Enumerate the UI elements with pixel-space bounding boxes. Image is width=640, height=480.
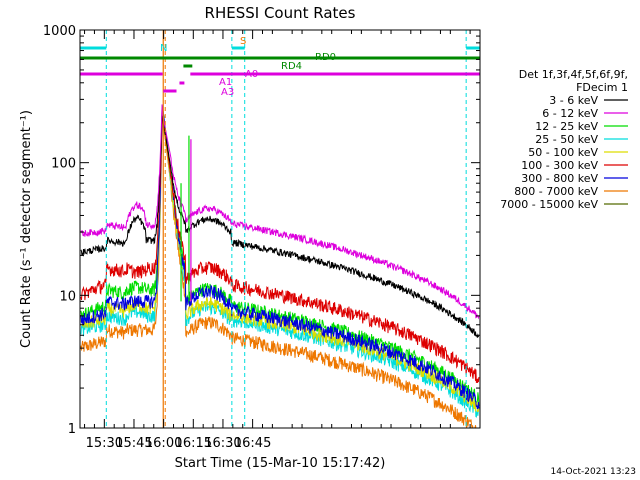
- legend-header-line-2: FDecim 1: [576, 81, 628, 94]
- annotation-a1: A1: [219, 77, 232, 88]
- series-line-100-300kev: [80, 110, 480, 384]
- series-line-6-12kev: [80, 104, 480, 320]
- annotation-rd0: RD0: [315, 52, 336, 63]
- legend-label-8: 7000 - 15000 keV: [500, 198, 598, 211]
- timestamp: 14-Oct-2021 13:23: [551, 467, 636, 477]
- series-layer: [80, 104, 480, 429]
- plot-frame: [79, 29, 481, 429]
- legend-label-7: 800 - 7000 keV: [514, 185, 598, 198]
- annotation-rd4: RD4: [281, 61, 302, 72]
- x-tick-label-4: 16:30: [204, 436, 241, 451]
- series-line-50-100kev: [80, 111, 480, 413]
- annotation-a0: A0: [245, 69, 258, 80]
- series-line-25-50kev: [80, 105, 480, 418]
- x-tick-label-3: 16:15: [175, 436, 212, 451]
- annotation-a3: A3: [221, 87, 234, 98]
- legend-label-3: 25 - 50 keV: [535, 133, 598, 146]
- annotation-n: N: [160, 43, 167, 54]
- x-axis-label: Start Time (15-Mar-10 15:17:42): [175, 456, 386, 471]
- y-tick-label-2: 100: [51, 157, 76, 172]
- x-tick-label-5: 16:45: [234, 436, 271, 451]
- flag-layer: N S RD0 RD4 A1 A0 A3: [80, 30, 480, 428]
- series-line-800-7000kev: [80, 115, 479, 429]
- legend-label-0: 3 - 6 keV: [549, 94, 598, 107]
- chart-title: RHESSI Count Rates: [205, 4, 356, 22]
- series-line-12-25kev: [80, 104, 480, 407]
- legend-label-5: 100 - 300 keV: [521, 159, 598, 172]
- legend-label-1: 6 - 12 keV: [542, 107, 598, 120]
- legend-label-2: 12 - 25 keV: [535, 120, 598, 133]
- legend-label-4: 50 - 100 keV: [528, 146, 598, 159]
- series-line-3-6kev: [80, 111, 479, 338]
- x-tick-label-0: 15:30: [86, 436, 123, 451]
- annotation-s: S: [240, 36, 246, 47]
- legend-label-6: 300 - 800 keV: [521, 172, 598, 185]
- y-tick-label-1: 10: [59, 289, 76, 304]
- x-tick-label-1: 15:45: [115, 436, 152, 451]
- series-line-300-800kev: [80, 106, 480, 410]
- x-tick-label-2: 16:00: [145, 436, 182, 451]
- y-tick-label-3: 1000: [43, 24, 76, 39]
- legend: Det 1f,3f,4f,5f,6f,9f, FDecim 1 3 - 6 ke…: [500, 68, 628, 211]
- legend-header-line-1: Det 1f,3f,4f,5f,6f,9f,: [519, 68, 628, 81]
- y-axis-label: Count Rate (s⁻¹ detector segment⁻¹): [19, 110, 34, 348]
- y-tick-label-0: 1: [68, 422, 76, 437]
